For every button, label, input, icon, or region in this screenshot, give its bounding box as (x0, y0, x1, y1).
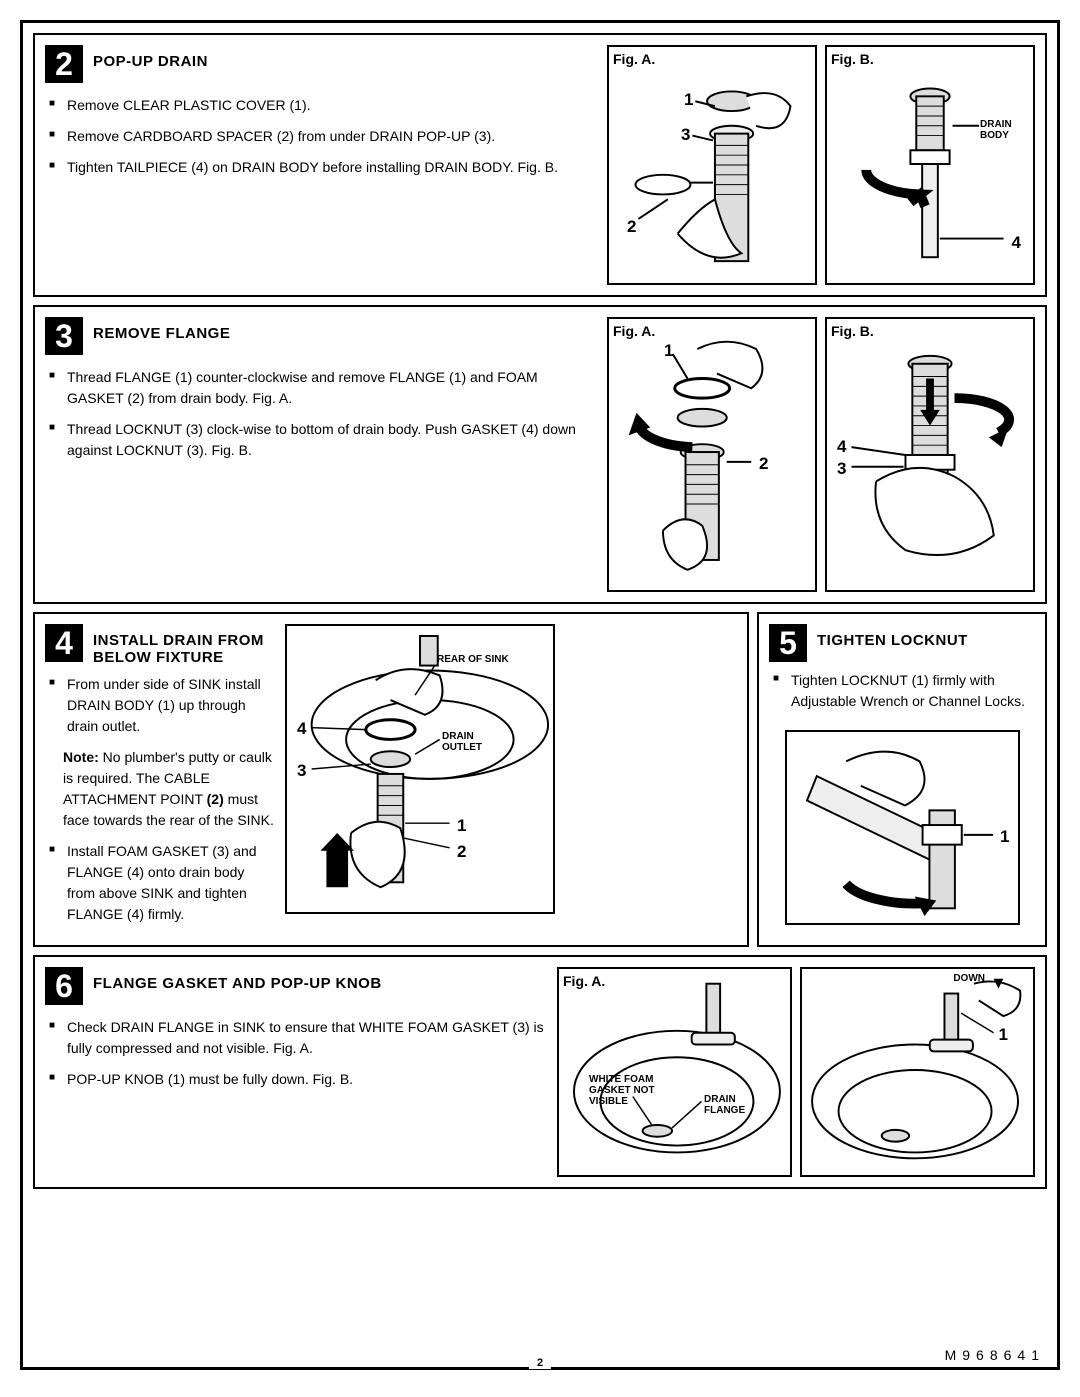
bullet: Tighten LOCKNUT (1) firmly with Adjustab… (773, 670, 1035, 712)
step-number: 2 (45, 45, 83, 83)
step-title: TIGHTEN LOCKNUT (817, 632, 968, 649)
bullet: Install FOAM GASKET (3) and FLANGE (4) o… (49, 841, 275, 925)
page-number: 2 (529, 1357, 551, 1369)
step-number: 5 (769, 624, 807, 662)
step-4: 4 INSTALL DRAIN FROM BELOW FIXTURE From … (33, 612, 749, 947)
step-title: REMOVE FLANGE (93, 325, 230, 342)
page-border: 2 POP-UP DRAIN Remove CLEAR PLASTIC COVE… (20, 20, 1060, 1370)
step-3: 3 REMOVE FLANGE Thread FLANGE (1) counte… (33, 305, 1047, 604)
figure-3a: Fig. A. 1 2 (607, 317, 817, 592)
figure-4: 4 3 1 2 REAR OF SINK DRAIN OUTLET (285, 624, 555, 914)
step-number: 3 (45, 317, 83, 355)
step-number: 4 (45, 624, 83, 662)
note: Note: Note: No plumber's putty or caulk … (63, 747, 275, 831)
figure-6b: DOWN 1 (800, 967, 1035, 1177)
step-6: 6 FLANGE GASKET AND POP-UP KNOB Check DR… (33, 955, 1047, 1189)
step-2: 2 POP-UP DRAIN Remove CLEAR PLASTIC COVE… (33, 33, 1047, 297)
bullet: From under side of SINK install DRAIN BO… (49, 674, 275, 737)
bullet: Thread LOCKNUT (3) clock-wise to bottom … (49, 419, 597, 461)
bullet: Remove CARDBOARD SPACER (2) from under D… (49, 126, 597, 147)
step-title: POP-UP DRAIN (93, 53, 208, 70)
figure-2b: Fig. B. DRAIN BODY 4 (825, 45, 1035, 285)
step-5: 5 TIGHTEN LOCKNUT Tighten LOCKNUT (1) fi… (757, 612, 1047, 947)
figure-5: 1 (785, 730, 1020, 925)
figure-3b: Fig. B. 4 3 (825, 317, 1035, 592)
bullet: POP-UP KNOB (1) must be fully down. Fig.… (49, 1069, 547, 1090)
bullet: Check DRAIN FLANGE in SINK to ensure tha… (49, 1017, 547, 1059)
figure-6a: Fig. A. WHITE FOAM GASKET NOT VISIBLE DR… (557, 967, 792, 1177)
bullet: Thread FLANGE (1) counter-clockwise and … (49, 367, 597, 409)
bullet: Tighten TAILPIECE (4) on DRAIN BODY befo… (49, 157, 597, 178)
figure-2a: Fig. A. 1 2 3 (607, 45, 817, 285)
bullet: Remove CLEAR PLASTIC COVER (1). (49, 95, 597, 116)
doc-number: M968641 (945, 1347, 1045, 1363)
step-number: 6 (45, 967, 83, 1005)
step-title: INSTALL DRAIN FROM BELOW FIXTURE (93, 632, 275, 666)
step-title: FLANGE GASKET AND POP-UP KNOB (93, 975, 382, 992)
